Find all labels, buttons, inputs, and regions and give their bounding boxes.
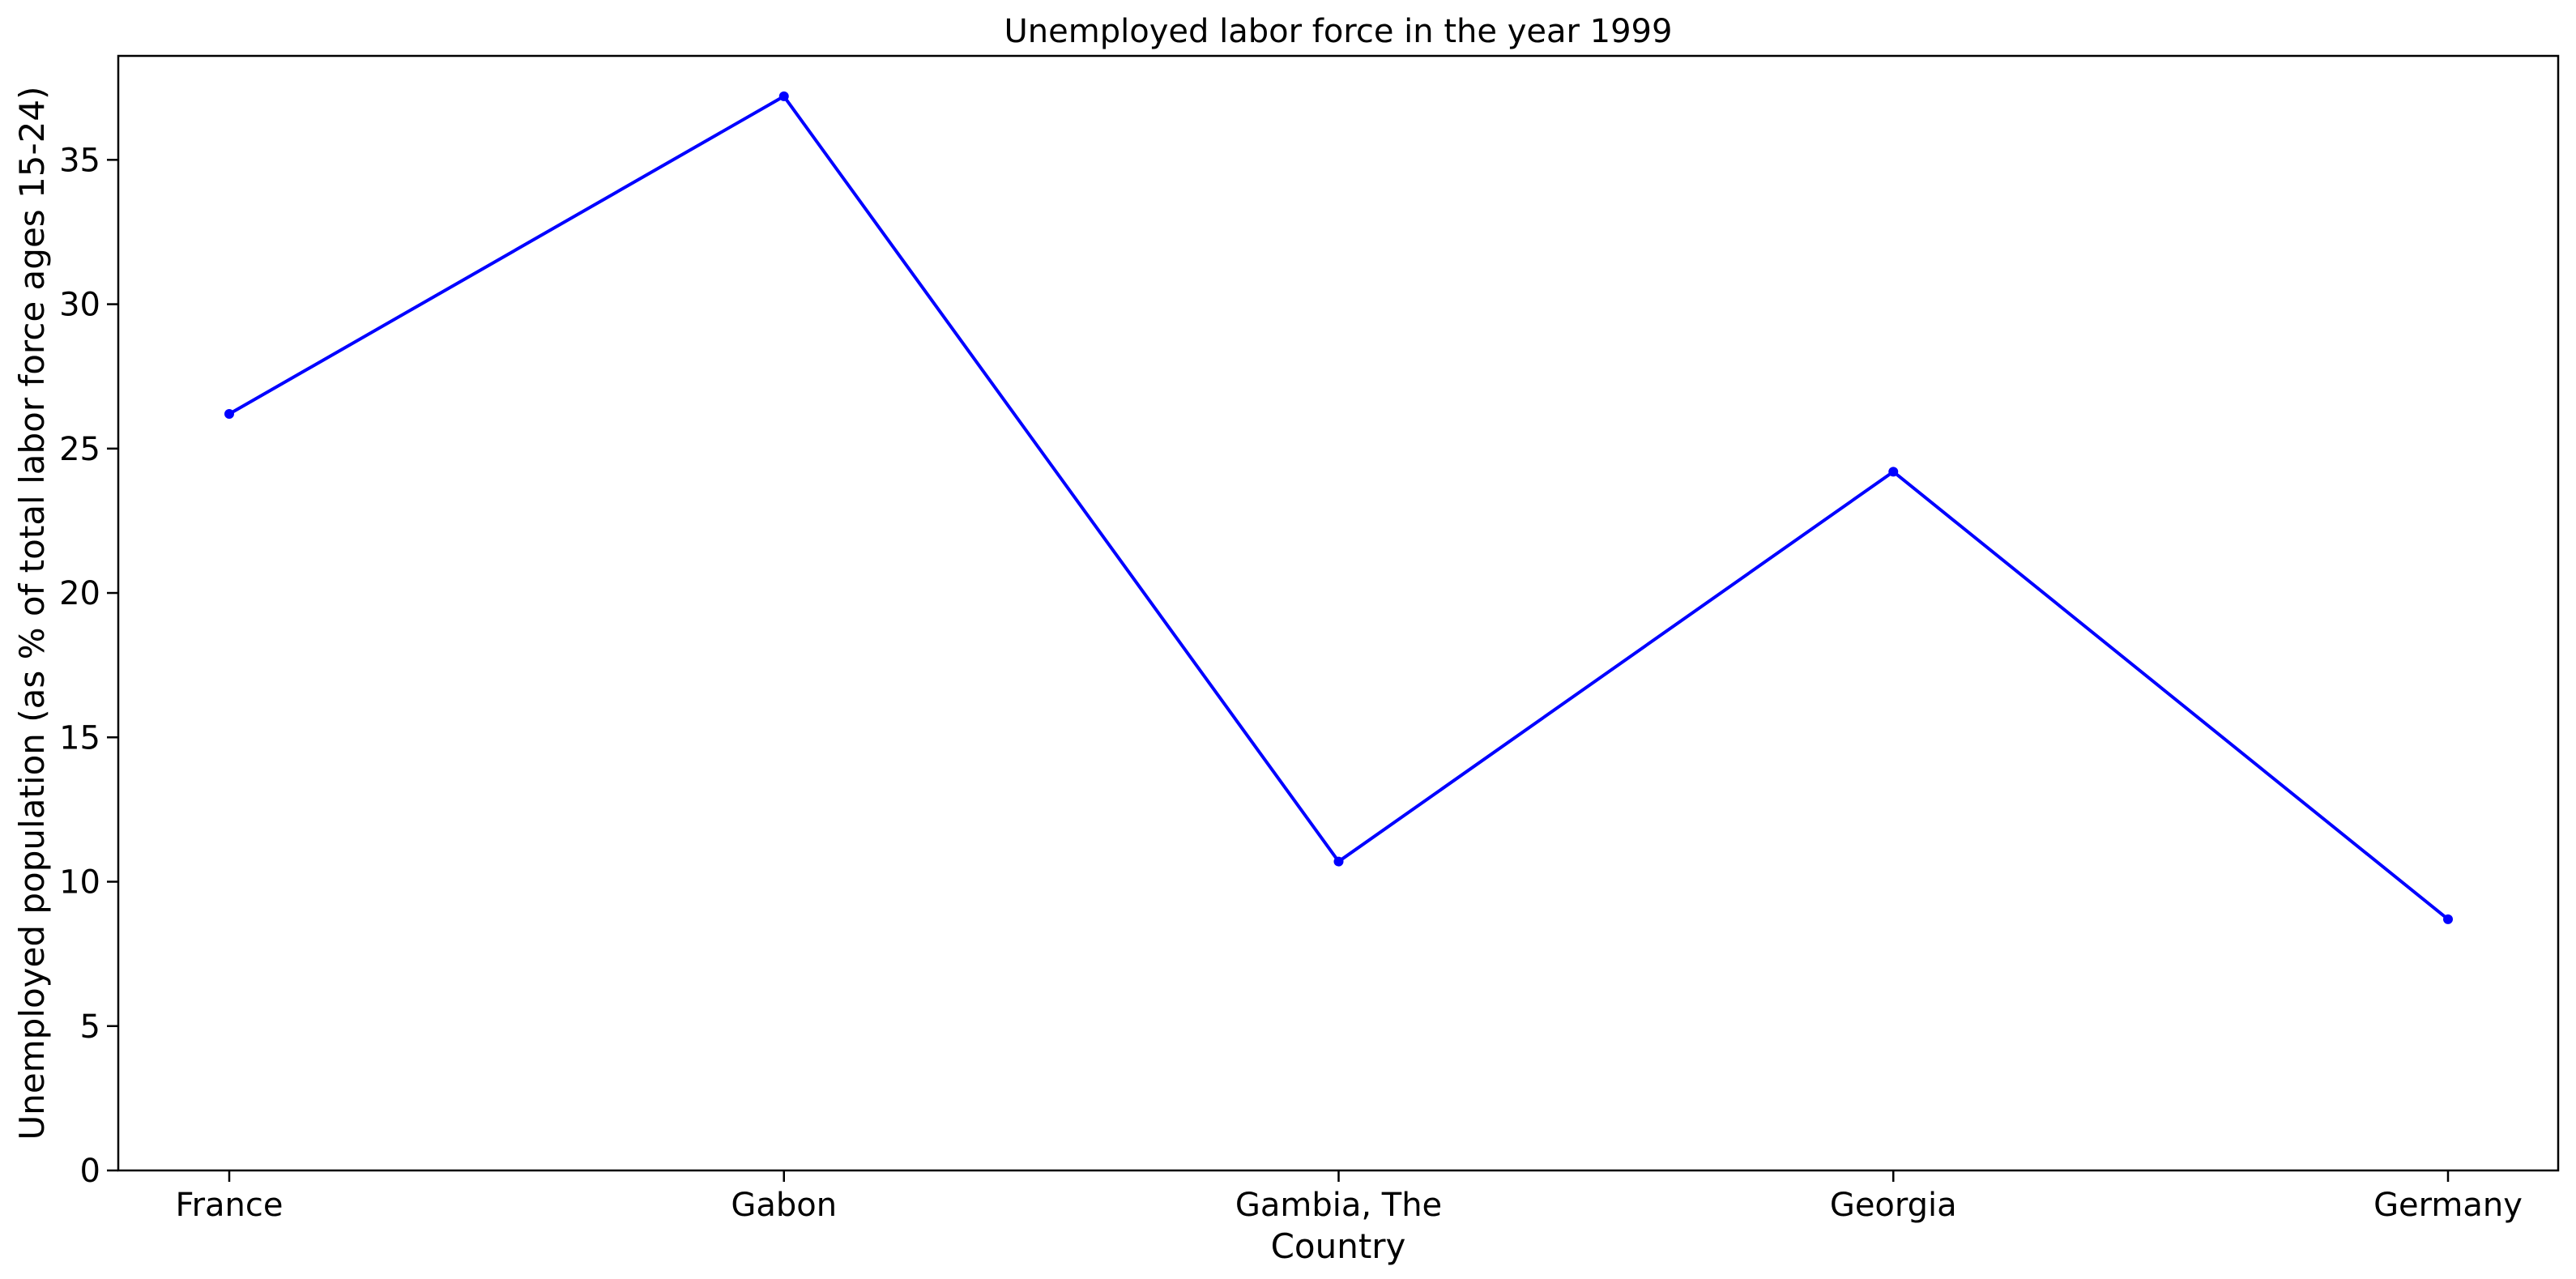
y-tick-label: 15	[59, 719, 100, 757]
plot-area	[117, 54, 2560, 1172]
data-point	[224, 409, 234, 420]
data-point	[2443, 914, 2453, 924]
x-tick-label: Germany	[2373, 1187, 2523, 1224]
y-tick-label: 25	[59, 431, 100, 468]
y-tick-label: 20	[59, 575, 100, 612]
chart-title: Unemployed labor force in the year 1999	[1004, 13, 1673, 50]
data-point	[778, 91, 789, 101]
y-tick-label: 0	[80, 1153, 100, 1190]
y-axis-label: Unemployed population (as % of total lab…	[12, 87, 52, 1140]
x-tick-label: France	[175, 1187, 283, 1224]
y-tick-label: 10	[59, 864, 100, 902]
data-points	[224, 91, 2453, 924]
y-tick-label: 5	[80, 1008, 100, 1046]
series-line	[228, 94, 2450, 921]
y-tick-label: 35	[59, 142, 100, 179]
x-tick-label: Gabon	[731, 1187, 837, 1224]
x-axis-ticks: France Gabon Gambia, The Georgia Germany	[175, 1170, 2523, 1224]
x-axis-label: Country	[1271, 1226, 1406, 1266]
data-point	[1333, 856, 1344, 867]
data-point	[1888, 467, 1899, 477]
y-axis-ticks: 0 5 10 15 20 25 30 35	[59, 142, 118, 1190]
x-tick-label: Georgia	[1830, 1187, 1957, 1224]
y-tick-label: 30	[59, 287, 100, 324]
x-tick-label: Gambia, The	[1235, 1187, 1442, 1224]
